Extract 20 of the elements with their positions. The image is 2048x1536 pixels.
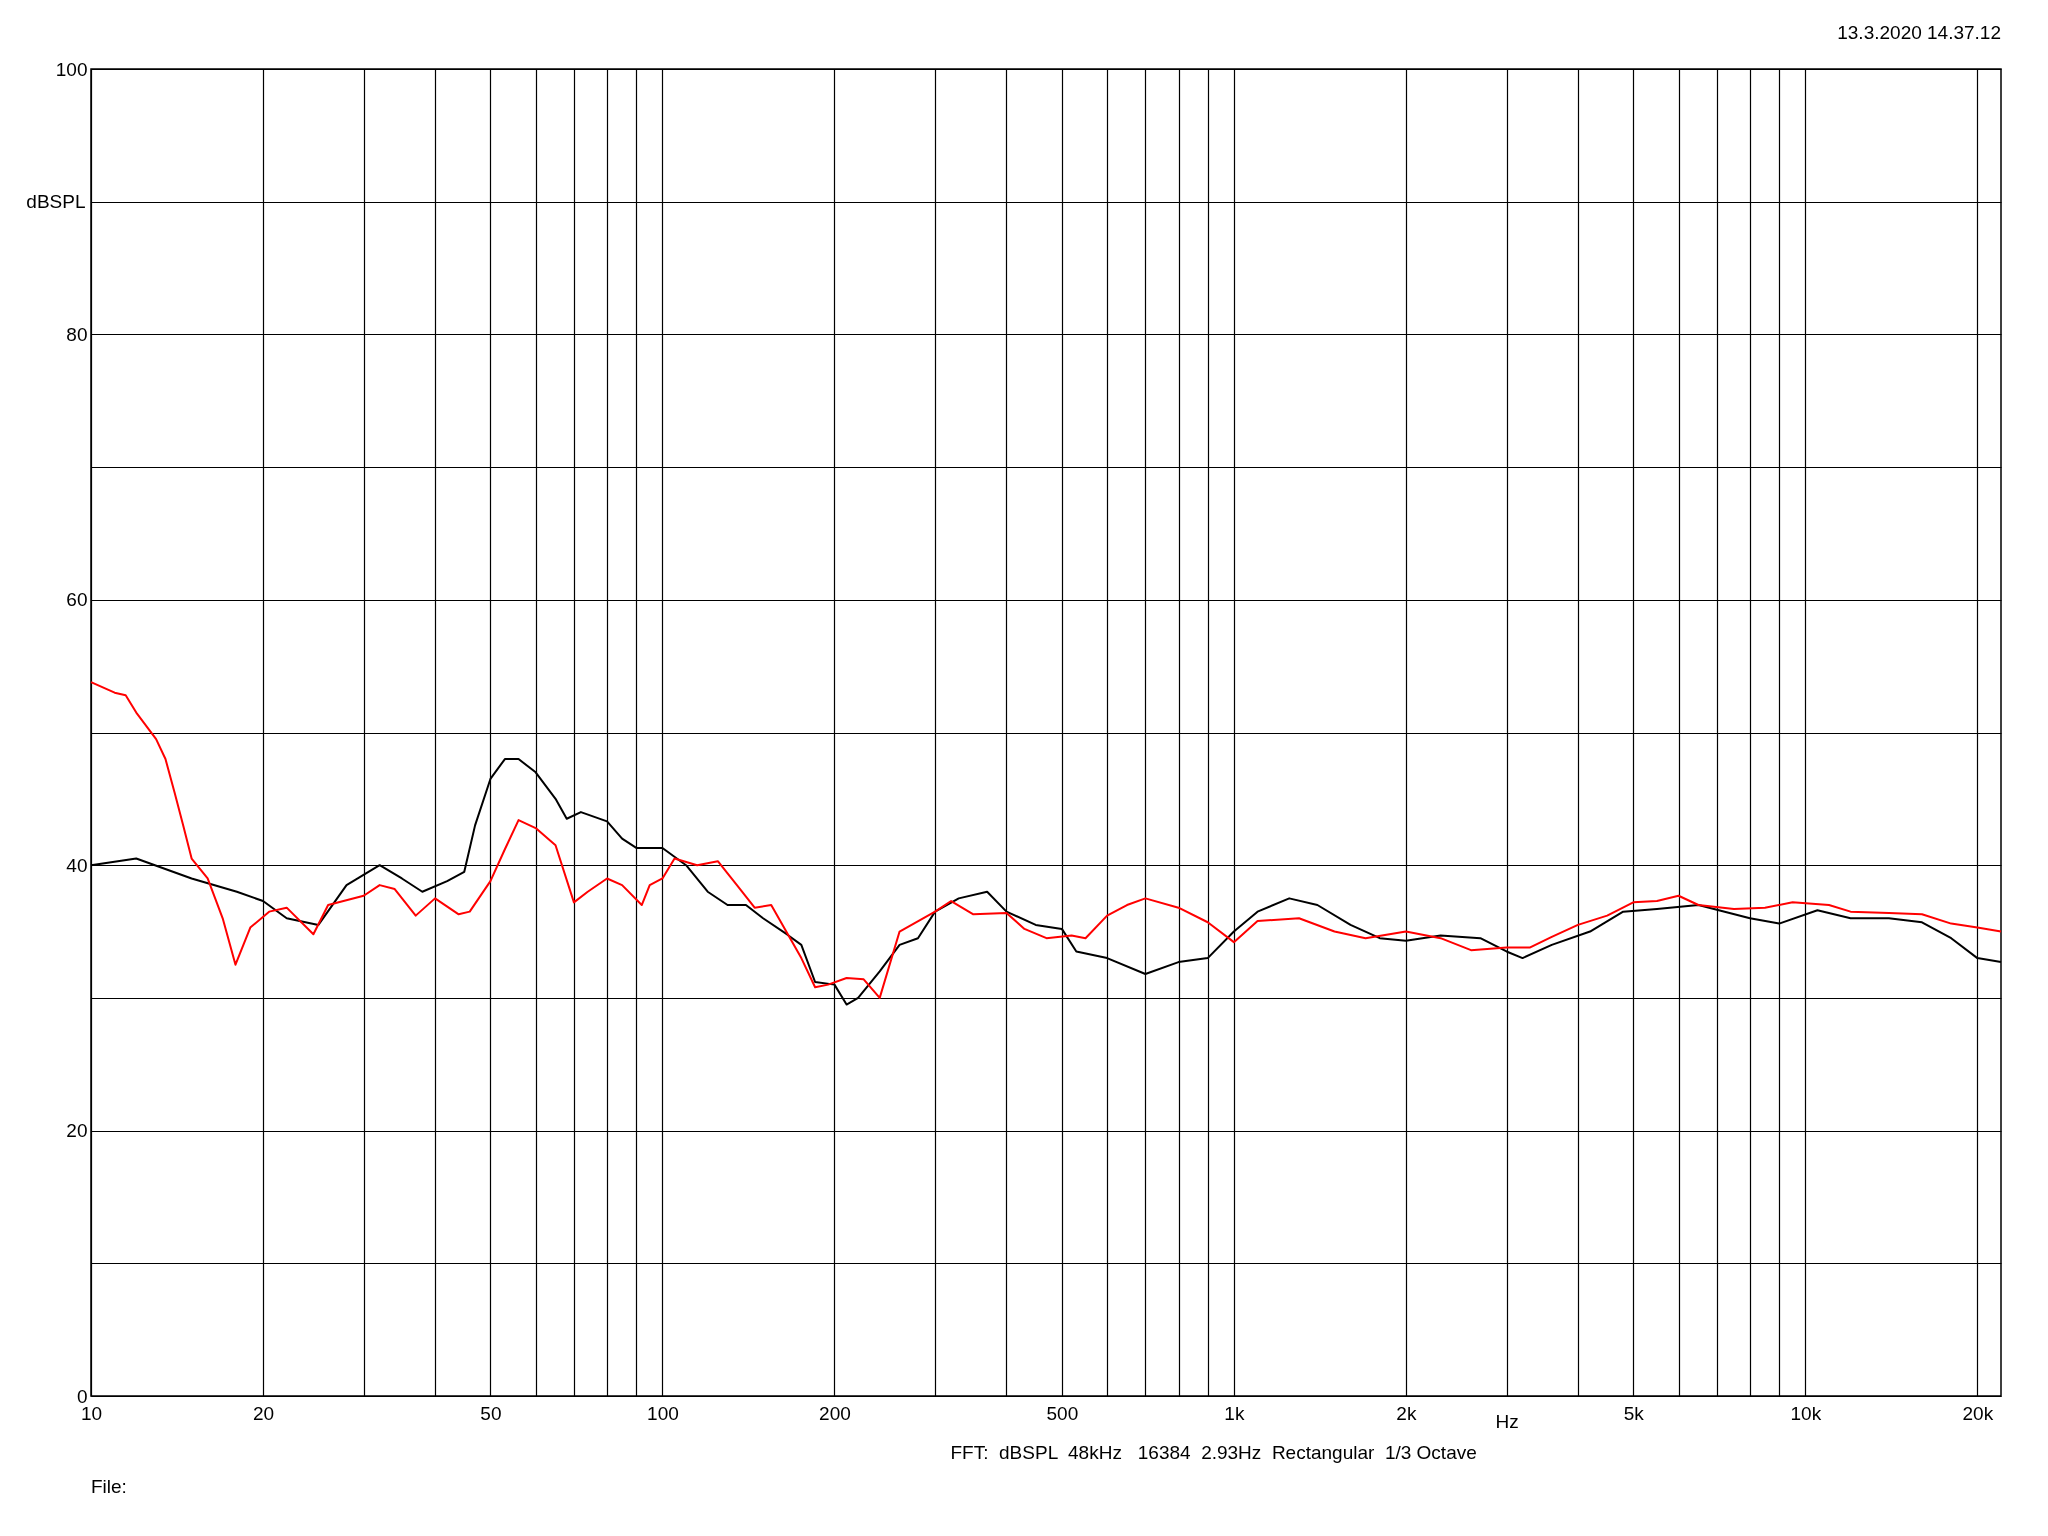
x-tick-label: 10k [1790,1402,1822,1424]
text: FFT: dBSPL 48kHz 16384 2.93Hz Rectangular 1/3 Octave [950,1442,1477,1464]
y-tick-label: 100 [55,58,88,80]
y-axis-title: dBSPL [26,191,86,213]
text: File: [91,1476,127,1498]
x-tick-label: 5k [1623,1402,1645,1424]
x-tick-label: 100 [647,1402,679,1424]
y-tick-label: 40 [66,854,88,876]
y-tick-label: 60 [66,589,88,611]
x-axis-title: Hz [1495,1410,1519,1432]
x-tick-label: 1k [1224,1402,1245,1424]
x-tick-label: 20 [252,1402,275,1424]
x-tick-label: 2k [1396,1402,1417,1424]
y-tick-label: 80 [66,323,88,345]
text: 13.3.2020 14.37.12 [1837,22,2001,44]
x-tick-label: 200 [819,1402,851,1424]
x-tick-label: 20k [1962,1402,1994,1424]
x-tick-label: 50 [480,1402,502,1424]
y-tick-label: 20 [66,1120,88,1142]
x-tick-label: 500 [1046,1402,1079,1424]
